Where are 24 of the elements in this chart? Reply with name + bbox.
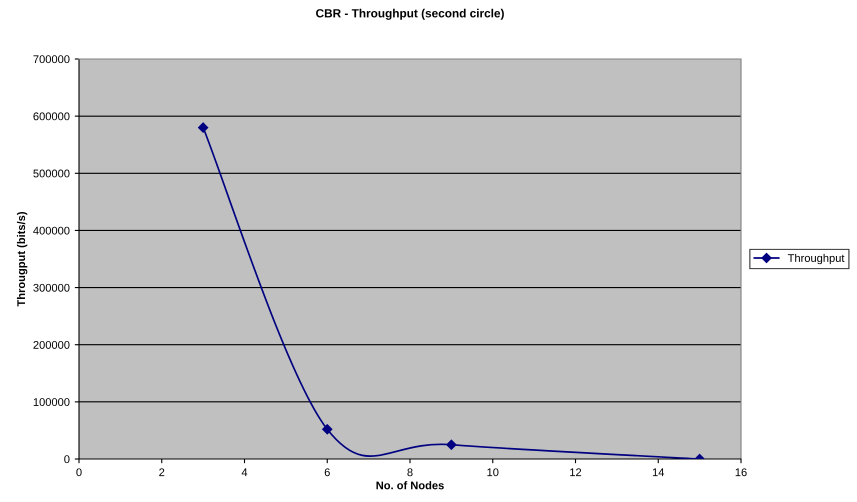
legend-label: Throughput: [788, 254, 844, 264]
y-tick-label: 300000: [33, 284, 70, 292]
x-tick-label: 2: [159, 468, 164, 476]
point: [446, 440, 456, 450]
x-tick-label: 6: [324, 468, 330, 476]
x-tick-label: 16: [736, 468, 747, 476]
y-tick-label: 200000: [33, 340, 70, 349]
x-tick-label: 10: [487, 468, 498, 476]
y-tick-label: 0: [64, 455, 70, 464]
y-axis-title: Througput (bits/s): [16, 212, 28, 306]
y-tick-label: 400000: [33, 226, 70, 235]
y-tick-label: 700000: [33, 55, 70, 64]
point: [322, 424, 332, 434]
x-tick-label: 4: [242, 468, 248, 476]
x-axis-title: No. of Nodes: [376, 481, 444, 490]
chart-title: CBR - Throughput (second circle): [316, 8, 504, 20]
x-tick-label: 8: [407, 468, 413, 476]
y-tick-label: 500000: [33, 170, 70, 178]
y-tick-label: 600000: [33, 112, 70, 120]
x-tick-label: 12: [570, 468, 582, 476]
y-tick-label: 100000: [34, 398, 70, 406]
x-tick-label: 14: [652, 468, 664, 476]
point: [198, 122, 208, 133]
x-tick-label: 0: [76, 468, 82, 476]
